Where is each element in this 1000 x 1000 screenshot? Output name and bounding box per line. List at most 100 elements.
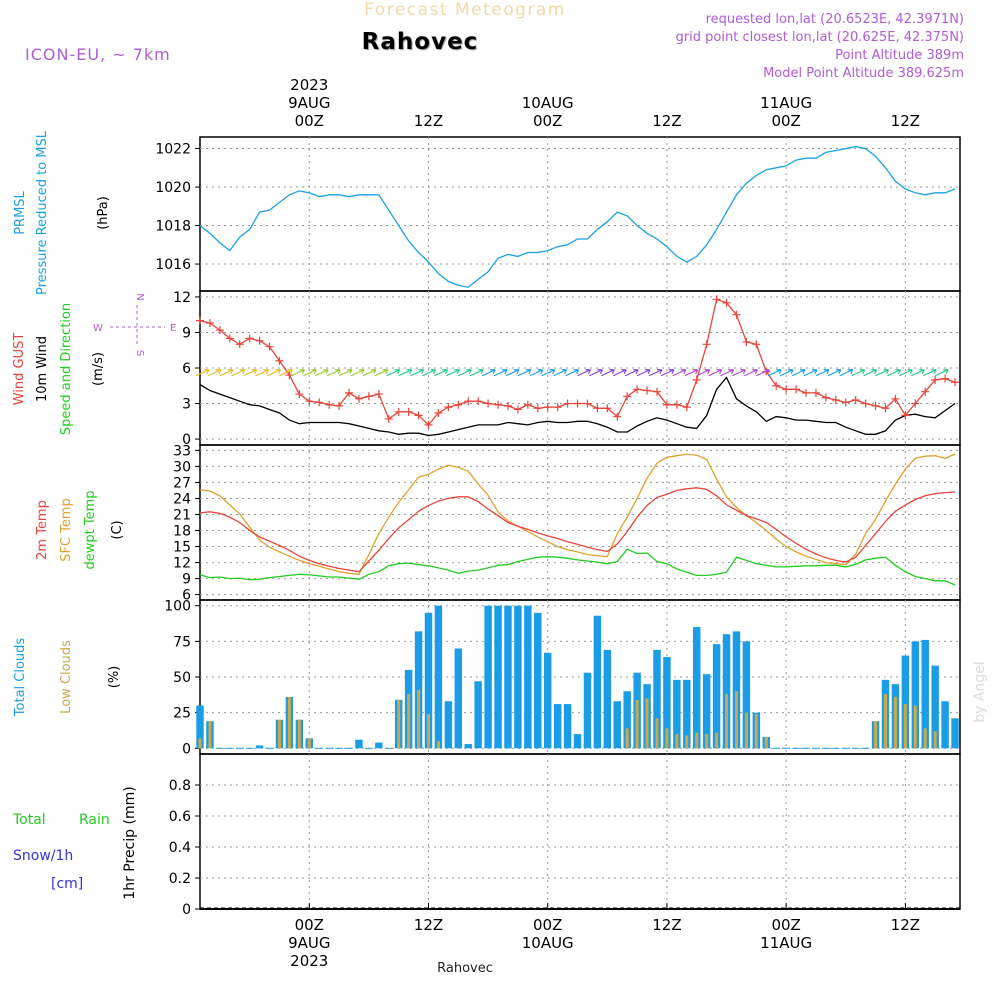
wind-direction-arrow [648, 369, 663, 377]
low-cloud-bar [635, 699, 639, 749]
marks [195, 145, 960, 909]
total-cloud-bar [504, 605, 512, 749]
wind-direction-arrow [267, 369, 282, 377]
compass-north: N [134, 293, 145, 300]
gust-marker [881, 404, 890, 413]
wind-direction-arrow [219, 369, 234, 377]
temperature-ytick-label: 33 [173, 443, 191, 459]
wind-direction-arrow [291, 369, 305, 377]
temperature-ytick-label: 27 [173, 475, 191, 491]
compass-west: W [93, 323, 103, 334]
total-cloud-bar [951, 718, 959, 749]
total-cloud-bar [722, 634, 731, 749]
gust-marker [623, 392, 632, 401]
total-cloud-bar [921, 639, 929, 749]
low-cloud-bar [287, 696, 291, 749]
wind-direction-arrow [684, 369, 699, 377]
top-time-label: 11AUG [760, 94, 812, 112]
location-title: Rahovec [362, 29, 479, 55]
top-time-label: 10AUG [522, 94, 574, 112]
gust-marker [742, 337, 751, 346]
total-cloud-bar [663, 657, 671, 749]
wind-direction-arrow [481, 369, 496, 377]
bottom-time-label: 11AUG [760, 934, 812, 952]
temp-2m-line [199, 487, 956, 573]
panel-wind: 0 3 6 9 12 [173, 290, 961, 448]
gust-marker [196, 316, 204, 325]
gust-marker [573, 399, 582, 408]
gust-marker [921, 387, 930, 396]
gust-marker [494, 400, 503, 409]
wind-direction-arrow [422, 369, 437, 377]
gust-marker [345, 388, 354, 397]
wind-direction-arrow [934, 369, 949, 377]
wind-direction-arrow [851, 369, 866, 377]
total-cloud-bar [683, 679, 691, 749]
wind-direction-arrow [338, 369, 353, 377]
wind-direction-arrow [922, 369, 937, 377]
top-time-label: 00Z [533, 112, 562, 130]
model-altitude: Model Point Altitude 389.625m [763, 66, 964, 81]
temperature-ytick-label: 6 [182, 588, 191, 604]
pressure-ytick-label: 1018 [155, 219, 191, 235]
precip-ytick-label: 0.6 [169, 809, 191, 825]
precip-ytick-label: 0.2 [169, 871, 191, 887]
bottom-time-label: 12Z [891, 916, 920, 934]
wind-gust-label: Wind GUST [12, 333, 27, 406]
clouds-ytick-label: 25 [173, 706, 191, 722]
gust-marker [652, 387, 661, 396]
top-time-label: 12Z [652, 112, 681, 130]
bottom-time-label: 12Z [652, 916, 681, 934]
total-cloud-bar [901, 655, 910, 749]
wind-direction-arrow [553, 369, 568, 377]
wind-direction-arrow [386, 369, 401, 377]
gust-marker [335, 401, 344, 410]
gust-marker [305, 397, 314, 406]
low-cloud-bar [715, 732, 719, 749]
gust-marker [831, 395, 840, 404]
wind-direction-arrow [434, 369, 448, 377]
wind-direction-arrow [744, 369, 758, 377]
temperature-ytick-label: 18 [173, 524, 191, 540]
pressure-msl-label: Pressure Reduced to MSL [35, 130, 50, 295]
wind-ytick-label: 9 [182, 325, 191, 341]
clouds-ytick-label: 50 [173, 670, 191, 686]
wind-direction-arrow [303, 369, 317, 377]
cloud-labels: Total Clouds Low Clouds (%) [13, 638, 122, 718]
gust-marker [802, 388, 811, 397]
wind-direction-arrow [505, 369, 520, 377]
compass-south: S [134, 350, 145, 356]
gust-marker [503, 401, 512, 410]
wind-ytick-label: 6 [182, 361, 191, 377]
total-cloud-bar [732, 631, 741, 749]
temperature-frame [199, 444, 961, 601]
gust-marker [782, 385, 791, 394]
precip-labels: Total Rain Snow/1h [cm] 1hr Precip (mm) [12, 786, 138, 899]
total-cloud-bar [941, 701, 949, 749]
wind-direction-arrow [469, 369, 484, 377]
gust-marker [772, 381, 781, 390]
total-cloud-bar [742, 641, 751, 749]
temperature-ytick-label: 9 [182, 572, 191, 588]
wind-direction-arrow [517, 369, 532, 377]
bottom-time-label: 9AUG [288, 934, 330, 952]
wind-10m-label: 10m Wind [35, 336, 50, 402]
gust-marker [702, 340, 711, 349]
gust-marker [235, 340, 244, 349]
gust-marker [354, 394, 363, 403]
wind-direction-arrow [255, 369, 270, 377]
wind-direction-arrow [457, 369, 472, 377]
low-cloud-bar [655, 718, 659, 749]
temperature-ytick-label: 15 [173, 540, 191, 556]
gust-marker [891, 394, 900, 403]
low-cloud-bar [744, 712, 748, 749]
wind-direction-arrow [374, 369, 389, 377]
gust-marker [752, 340, 761, 349]
low-cloud-bar [705, 734, 709, 749]
wind-direction-arrow [875, 369, 890, 377]
top-time-label: 00Z [771, 112, 800, 130]
temperature-ytick-label: 12 [173, 556, 191, 572]
gust-marker [712, 295, 721, 304]
total-cloud-bar [196, 705, 204, 749]
total-cloud-bar [693, 627, 701, 749]
